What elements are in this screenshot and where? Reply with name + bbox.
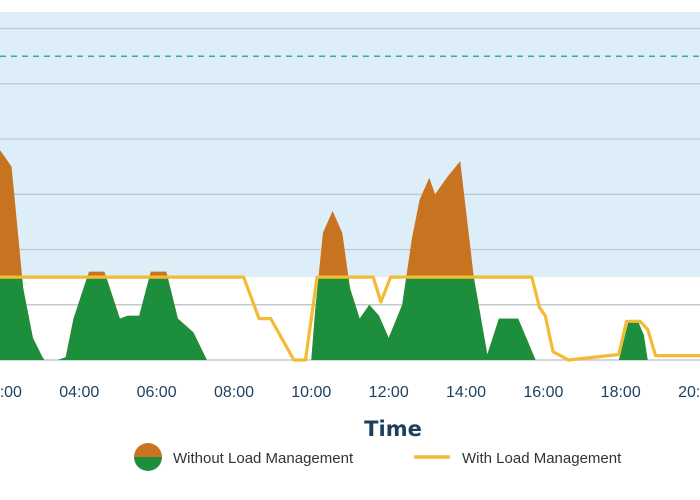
legend-label-with-load-management: With Load Management [462, 450, 622, 467]
x-axis-ticks: 02:00 04:00 06:00 08:00 10:00 12:00 14:00 16:00… [0, 384, 700, 401]
line-series-with-load-management [0, 275, 700, 362]
x-tick-label: 18:00 [601, 384, 641, 401]
x-tick-label: 06:00 [137, 384, 177, 401]
legend-swatch-without-load-management [134, 443, 162, 471]
x-tick-label: 12:00 [369, 384, 409, 401]
gridlines [0, 27, 700, 361]
x-tick-label: 08:00 [214, 384, 254, 401]
x-tick-label: 04:00 [59, 384, 99, 401]
area-series-without-load-management-evening [618, 321, 648, 360]
x-tick-label: 10:00 [291, 384, 331, 401]
legend: Without Load Management With Load Manage… [134, 443, 622, 471]
area-series-without-load-management-base [0, 277, 536, 360]
x-tick-label: 14:00 [446, 384, 486, 401]
with-load-management-line-layer [0, 275, 700, 362]
without-load-management-area [0, 150, 648, 360]
legend-label-without-load-management: Without Load Management [173, 450, 354, 467]
x-axis-label: Time [364, 417, 422, 441]
comfort-band-layer [0, 12, 700, 278]
x-tick-label: 02:00 [0, 384, 22, 401]
x-tick-label: 16:00 [523, 384, 563, 401]
x-tick-label: 20:00 [678, 384, 700, 401]
comfort-band [0, 12, 700, 278]
